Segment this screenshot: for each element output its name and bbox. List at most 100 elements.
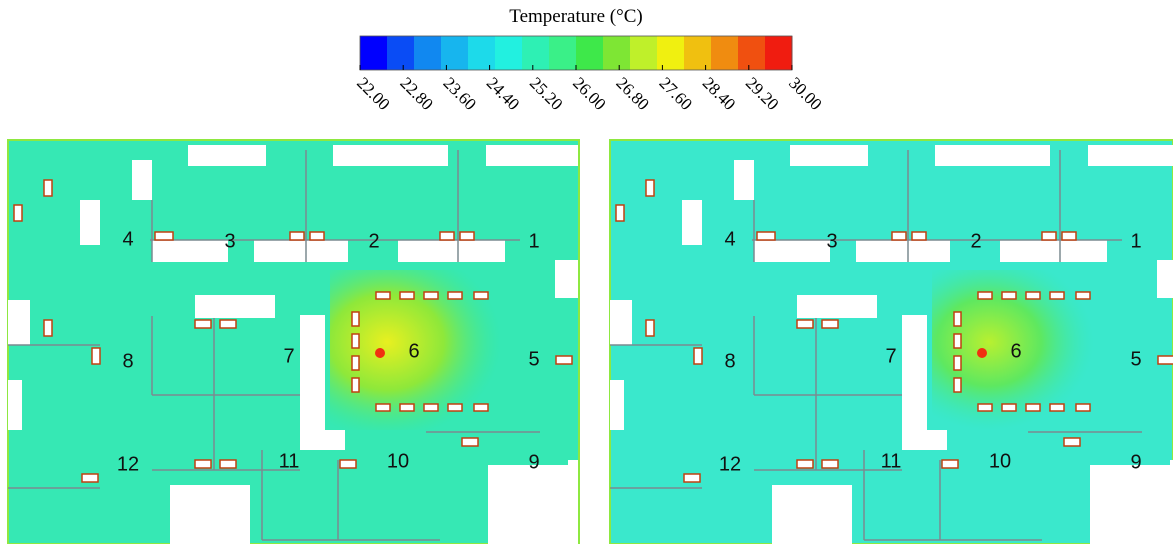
- heat-source: [352, 312, 359, 326]
- heat-source: [195, 320, 211, 328]
- heat-source: [1050, 292, 1064, 299]
- heat-source: [424, 292, 438, 299]
- obstacle: [754, 240, 830, 262]
- room-label: 6: [408, 340, 419, 362]
- colorbar-swatch: [576, 36, 604, 70]
- colorbar-tick-label: 26.00: [569, 73, 609, 113]
- heat-source: [954, 334, 961, 348]
- colorbar-title: Temperature (°C): [509, 6, 642, 27]
- colorbar-tick-label: 24.40: [483, 73, 523, 113]
- heat-source: [462, 438, 478, 446]
- heat-source: [694, 348, 702, 364]
- obstacle: [902, 315, 927, 450]
- heat-source: [1026, 404, 1040, 411]
- colorbar-swatch: [522, 36, 550, 70]
- colorbar-swatch: [684, 36, 712, 70]
- heat-source: [195, 460, 211, 468]
- room-label: 1: [528, 230, 539, 252]
- colorbar-swatch: [414, 36, 442, 70]
- obstacle: [300, 315, 325, 450]
- room-label: 3: [224, 230, 235, 252]
- obstacle: [1090, 465, 1173, 544]
- hot-spot: [977, 348, 987, 358]
- obstacle: [188, 145, 266, 166]
- colorbar-tick-label: 22.80: [396, 73, 436, 113]
- colorbar-swatch: [711, 36, 739, 70]
- heat-source: [44, 180, 52, 196]
- heat-source: [310, 232, 324, 240]
- heat-source: [460, 232, 474, 240]
- obstacle: [170, 485, 250, 544]
- room-label: 4: [122, 228, 133, 250]
- heat-source: [352, 356, 359, 370]
- heat-source: [448, 404, 462, 411]
- room-label: 6: [1010, 340, 1021, 362]
- heat-source: [954, 312, 961, 326]
- heat-source: [376, 404, 390, 411]
- room-label: 10: [989, 450, 1011, 472]
- obstacle: [610, 380, 624, 430]
- colorbar-tick-label: 30.00: [785, 73, 825, 113]
- obstacle: [8, 380, 22, 430]
- obstacle: [935, 145, 1050, 166]
- obstacle: [568, 460, 578, 480]
- heat-source: [220, 460, 236, 468]
- obstacle: [152, 240, 228, 262]
- colorbar-swatch: [765, 36, 793, 70]
- colorbar-swatch: [738, 36, 766, 70]
- obstacle: [1157, 260, 1173, 298]
- heat-source: [400, 404, 414, 411]
- obstacle: [488, 465, 578, 544]
- room-label: 12: [719, 453, 741, 475]
- heat-source: [290, 232, 304, 240]
- heat-source: [376, 292, 390, 299]
- heat-source: [424, 404, 438, 411]
- room-label: 3: [826, 230, 837, 252]
- room-label: 5: [1130, 348, 1141, 370]
- room-label: 4: [724, 228, 735, 250]
- heat-source: [82, 474, 98, 482]
- room-label: 7: [885, 345, 896, 367]
- room-label: 1: [1130, 230, 1141, 252]
- colorbar-tick-label: 25.20: [526, 73, 566, 113]
- heat-source: [912, 232, 926, 240]
- obstacle: [1088, 145, 1173, 166]
- heat-source: [220, 320, 236, 328]
- colorbar-swatch: [495, 36, 523, 70]
- heat-source: [1158, 356, 1173, 364]
- heat-source: [556, 356, 572, 364]
- heat-source: [14, 205, 22, 221]
- heat-source: [1026, 292, 1040, 299]
- room-label: 9: [1130, 451, 1141, 473]
- heat-source: [646, 320, 654, 336]
- heat-source: [400, 292, 414, 299]
- obstacle: [856, 240, 950, 262]
- heat-source: [616, 205, 624, 221]
- colorbar-tick-label: 22.00: [353, 73, 393, 113]
- obstacle: [333, 145, 448, 166]
- heat-source: [352, 334, 359, 348]
- heat-source: [340, 460, 356, 468]
- room-label: 10: [387, 450, 409, 472]
- heat-source: [474, 404, 488, 411]
- obstacle: [927, 430, 947, 450]
- obstacle: [195, 295, 275, 318]
- colorbar-tick-label: 27.60: [656, 73, 696, 113]
- room-label: 12: [117, 453, 139, 475]
- obstacle: [486, 145, 578, 166]
- heat-source: [440, 232, 454, 240]
- heat-source: [92, 348, 100, 364]
- obstacle: [132, 160, 152, 200]
- room-label: 2: [970, 230, 981, 252]
- heat-source: [1002, 292, 1016, 299]
- room-label: 7: [283, 345, 294, 367]
- obstacle: [325, 430, 345, 450]
- heat-source: [978, 292, 992, 299]
- heat-source: [954, 356, 961, 370]
- colorbar-swatch: [360, 36, 388, 70]
- colorbar-swatch: [657, 36, 685, 70]
- heat-source: [1042, 232, 1056, 240]
- heat-source: [1002, 404, 1016, 411]
